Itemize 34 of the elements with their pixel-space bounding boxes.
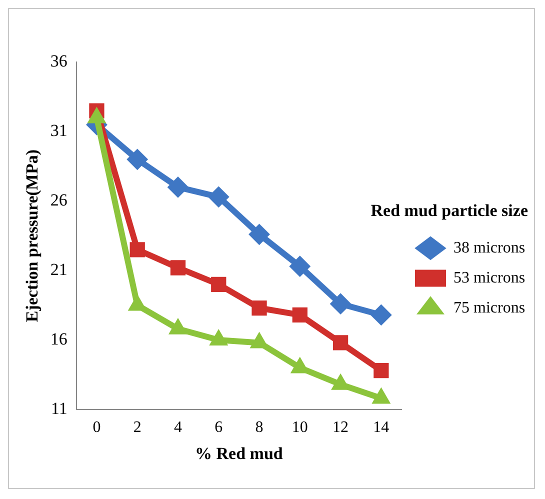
x-tick-label: 2 — [133, 419, 142, 436]
point — [248, 224, 270, 245]
point — [252, 300, 267, 316]
x-tick-label: 4 — [174, 419, 182, 436]
y-tick-label: 16 — [50, 329, 68, 348]
point — [167, 176, 188, 198]
x-tick-label: 10 — [292, 419, 308, 436]
legend-label: 75 microns — [454, 299, 526, 316]
point — [292, 307, 308, 323]
x-tick-label: 8 — [255, 419, 264, 436]
point — [374, 362, 389, 378]
y-tick-label: 31 — [50, 121, 68, 140]
legend-title: Red mud particle size — [370, 201, 528, 221]
y-tick-label: 11 — [51, 398, 68, 418]
y-tick-label: 21 — [50, 260, 68, 279]
point — [211, 276, 226, 292]
x-tick-label: 6 — [214, 419, 223, 436]
y-tick-label: 26 — [50, 190, 68, 210]
point — [332, 335, 348, 350]
x-tick-label: 12 — [332, 419, 349, 436]
point — [126, 148, 148, 170]
point — [289, 256, 310, 277]
point — [330, 293, 352, 314]
point — [130, 242, 145, 258]
point — [170, 260, 186, 276]
x-tick-label: 0 — [92, 419, 101, 436]
legend-label: 53 microns — [454, 269, 526, 286]
y-axis-title: Ejection pressure(MPa) — [22, 149, 42, 322]
x-axis-title: % Red mud — [195, 444, 284, 464]
legend-label: 38 microns — [454, 239, 526, 256]
y-tick-label: 36 — [50, 52, 68, 71]
point — [370, 304, 392, 326]
point — [208, 186, 230, 208]
x-tick-label: 14 — [373, 419, 390, 436]
